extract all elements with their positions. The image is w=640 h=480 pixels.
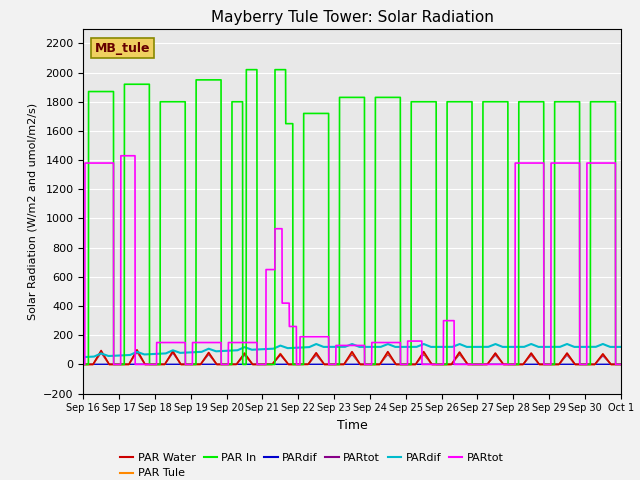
PARdif	[607, 344, 614, 350]
PARdif	[173, 348, 180, 354]
PARtot	[285, 361, 293, 367]
PARtot	[141, 361, 148, 367]
PARdif	[548, 344, 556, 350]
PAR Tule	[133, 348, 141, 353]
PARdif	[548, 361, 556, 367]
Legend: PAR Water, PAR Tule, PAR In, PARdif, PARtot, PARdif, PARtot: PAR Water, PAR Tule, PAR In, PARdif, PAR…	[116, 448, 508, 480]
PAR Tule	[548, 361, 556, 367]
PARdif	[599, 341, 607, 347]
PAR Tule	[79, 361, 87, 367]
PAR In	[173, 99, 180, 105]
PARtot	[607, 160, 614, 166]
Line: PARdif: PARdif	[83, 344, 621, 357]
PARtot	[173, 340, 180, 346]
PAR Tule	[285, 361, 293, 367]
PARtot	[285, 324, 293, 329]
PAR In	[548, 361, 556, 367]
PARtot	[617, 361, 625, 367]
PAR Water	[133, 347, 141, 353]
PARdif	[285, 345, 293, 351]
PARdif	[617, 361, 625, 367]
PARtot	[173, 355, 180, 361]
PAR Water	[285, 361, 293, 367]
PARdif	[285, 361, 293, 367]
PAR Water	[607, 361, 614, 367]
PARtot	[309, 334, 317, 339]
PARdif	[173, 361, 180, 367]
PARdif	[79, 361, 87, 367]
PAR Water	[173, 355, 180, 360]
PARtot	[79, 361, 87, 367]
PAR Water	[309, 355, 317, 360]
PAR Water	[548, 361, 556, 367]
PAR In	[607, 99, 614, 105]
PARtot	[607, 361, 614, 367]
PARdif	[141, 361, 148, 367]
PAR Water	[617, 361, 625, 367]
PARtot	[617, 361, 625, 367]
PARtot	[117, 153, 125, 158]
PARtot	[548, 160, 556, 166]
PAR In	[617, 361, 625, 367]
Text: MB_tule: MB_tule	[95, 42, 150, 55]
PARtot	[548, 361, 556, 367]
PAR In	[309, 110, 317, 116]
PARtot	[133, 349, 141, 355]
PAR Tule	[617, 361, 625, 367]
PAR Tule	[607, 361, 614, 367]
PAR Tule	[173, 355, 180, 360]
PAR Water	[141, 361, 148, 367]
PAR In	[79, 361, 87, 367]
PARdif	[79, 354, 87, 360]
PAR Tule	[309, 355, 317, 361]
PAR In	[285, 121, 293, 127]
PARdif	[617, 344, 625, 350]
PAR Tule	[141, 361, 148, 367]
PARdif	[309, 343, 317, 348]
Line: PAR Tule: PAR Tule	[83, 350, 621, 364]
Title: Mayberry Tule Tower: Solar Radiation: Mayberry Tule Tower: Solar Radiation	[211, 10, 493, 25]
Line: PARtot: PARtot	[83, 156, 621, 364]
Line: PAR Water: PAR Water	[83, 350, 621, 364]
PAR In	[141, 82, 148, 87]
Line: PAR In: PAR In	[83, 70, 621, 364]
PARtot	[141, 361, 148, 367]
PARdif	[141, 351, 148, 357]
Line: PARtot: PARtot	[83, 352, 621, 364]
PARtot	[79, 361, 87, 367]
PARtot	[309, 356, 317, 362]
PAR Water	[79, 361, 87, 367]
PAR In	[243, 67, 250, 72]
PARdif	[606, 361, 614, 367]
Y-axis label: Solar Radiation (W/m2 and umol/m2/s): Solar Radiation (W/m2 and umol/m2/s)	[28, 103, 37, 320]
X-axis label: Time: Time	[337, 419, 367, 432]
PARdif	[309, 361, 317, 367]
